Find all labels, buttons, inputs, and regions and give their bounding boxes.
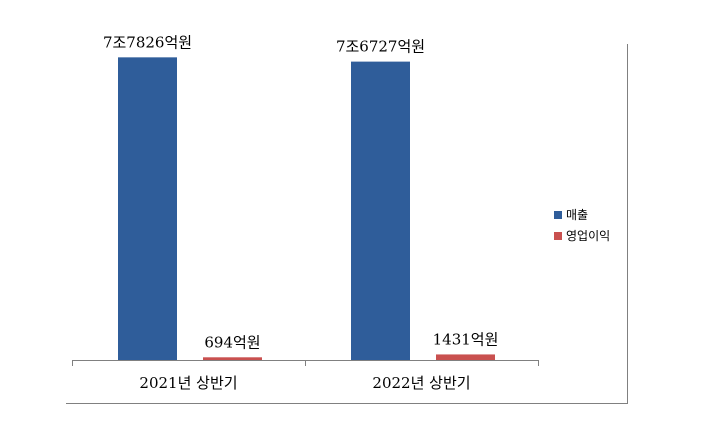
category-label-1: 2021년 상반기: [139, 374, 237, 392]
bar-operating-profit-2: [436, 354, 495, 360]
bar-revenue-1: [118, 57, 177, 361]
legend-label-operating-profit: 영업이익: [566, 229, 610, 243]
data-label-revenue-2: 7조6727억원: [336, 38, 425, 56]
bar-operating-profit-1: [203, 357, 262, 360]
legend-label-revenue: 매출: [566, 208, 588, 222]
data-label-operating-profit-2: 1431억원: [433, 330, 499, 348]
legend-swatch-revenue: [554, 211, 562, 219]
bar-revenue-2: [351, 61, 410, 361]
category-labels-group: 2021년 상반기 2022년 상반기: [139, 374, 470, 392]
data-label-revenue-1: 7조7826억원: [103, 33, 192, 51]
category-label-2: 2022년 상반기: [372, 374, 470, 392]
data-label-operating-profit-1: 694억원: [204, 333, 260, 351]
bars-group: [118, 57, 495, 361]
data-labels-group: 7조7826억원 694억원 7조6727억원 1431억원: [103, 33, 498, 351]
legend-swatch-operating-profit: [554, 232, 562, 240]
